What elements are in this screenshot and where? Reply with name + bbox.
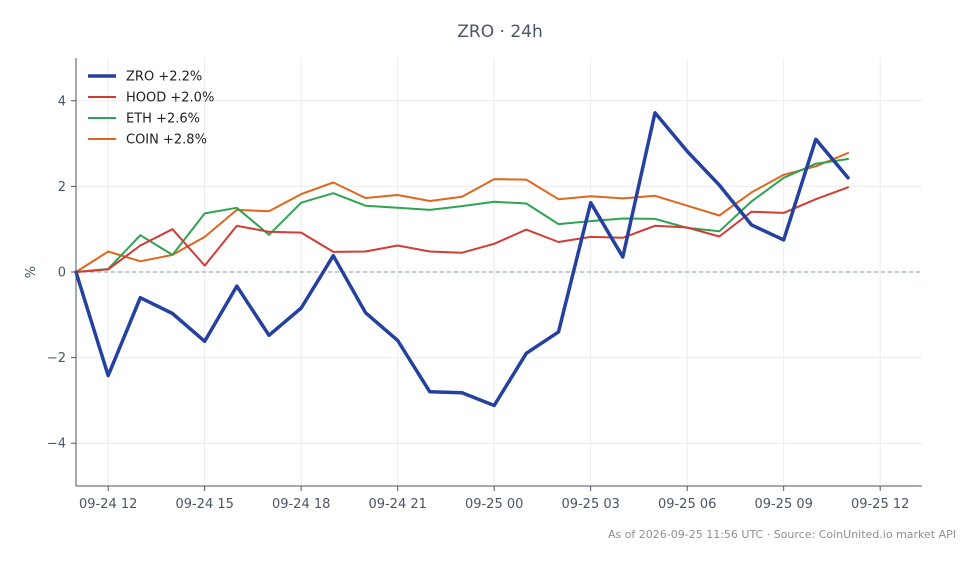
x-tick-label: 09-24 15 — [175, 497, 233, 512]
legend-entry: COIN +2.8% — [126, 133, 207, 148]
series-line-zro — [74, 111, 850, 408]
x-tick-label: 09-24 12 — [79, 497, 137, 512]
series-line-coin — [75, 152, 849, 273]
legend: ZRO +2.2% HOOD +2.0% ETH +2.6% COIN +2.8% — [88, 70, 214, 148]
x-tick-label: 09-25 09 — [754, 497, 812, 512]
x-axis-ticks: 09-24 12 09-24 15 09-24 18 09-24 21 09-25 00… — [79, 486, 909, 512]
x-tick-label: 09-25 06 — [658, 497, 716, 512]
y-tick-label: 2 — [58, 180, 66, 195]
y-tick-label: 0 — [58, 266, 66, 281]
legend-entry: HOOD +2.0% — [126, 91, 214, 106]
series-line-eth — [75, 158, 849, 273]
y-tick-label: 4 — [58, 94, 66, 109]
series-lines — [74, 111, 850, 408]
legend-entry: ZRO +2.2% — [126, 70, 202, 85]
x-tick-label: 09-25 00 — [465, 497, 523, 512]
y-tick-label: −4 — [47, 437, 66, 452]
y-axis-label: % — [24, 266, 39, 278]
x-tick-label: 09-24 18 — [272, 497, 330, 512]
x-tick-label: 09-25 12 — [851, 497, 909, 512]
x-tick-label: 09-25 03 — [561, 497, 619, 512]
y-axis-ticks: −4 −2 0 2 4 — [47, 94, 76, 452]
source-footer: As of 2026-09-25 11:56 UTC · Source: Coi… — [608, 528, 956, 541]
series-line-hood — [75, 186, 849, 273]
y-tick-label: −2 — [47, 351, 66, 366]
chart-title: ZRO · 24h — [457, 22, 542, 42]
legend-entry: ETH +2.6% — [126, 112, 200, 127]
x-tick-label: 09-24 21 — [368, 497, 426, 512]
